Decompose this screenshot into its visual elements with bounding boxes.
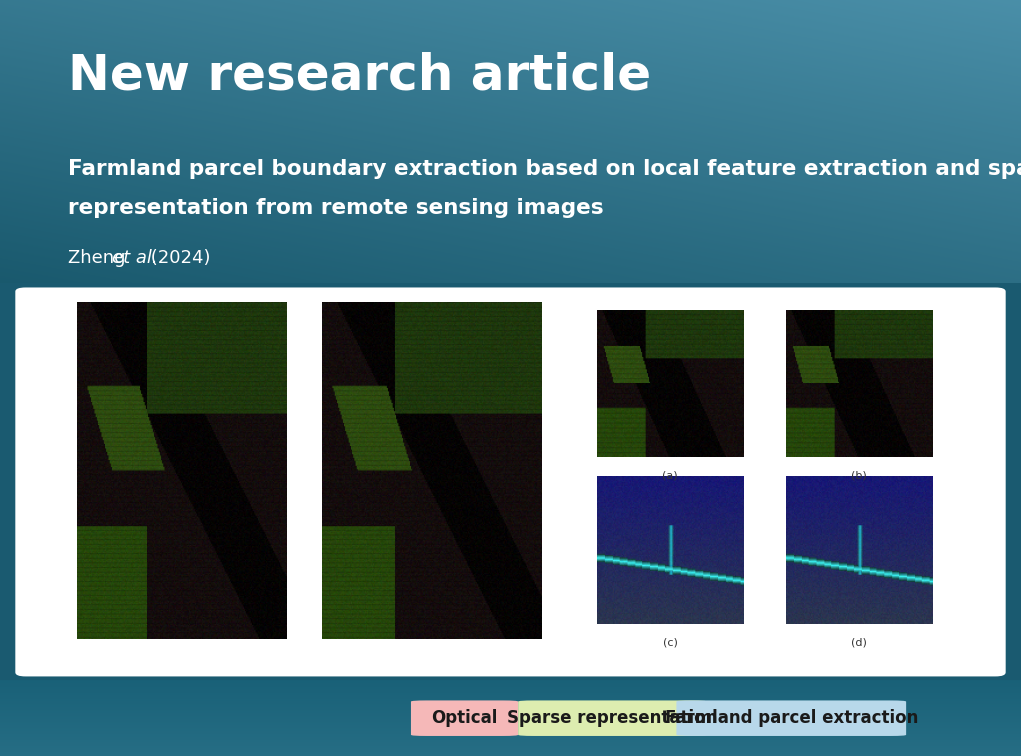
Text: Sparse representation: Sparse representation: [507, 709, 718, 727]
Text: (d): (d): [852, 637, 867, 647]
Text: (b): (b): [852, 471, 867, 481]
Text: Zheng: Zheng: [68, 249, 132, 268]
Text: Optical: Optical: [431, 709, 498, 727]
Text: (a): (a): [663, 471, 678, 481]
Text: New research article: New research article: [68, 51, 651, 99]
Text: representation from remote sensing images: representation from remote sensing image…: [68, 199, 604, 218]
Text: Farmland parcel extraction: Farmland parcel extraction: [665, 709, 918, 727]
Text: Farmland parcel boundary extraction based on local feature extraction and sparse: Farmland parcel boundary extraction base…: [68, 159, 1021, 178]
Text: et al.: et al.: [112, 249, 158, 268]
Text: (2024): (2024): [145, 249, 210, 268]
FancyBboxPatch shape: [518, 700, 707, 736]
FancyBboxPatch shape: [410, 700, 519, 736]
Text: (c): (c): [663, 637, 678, 647]
FancyBboxPatch shape: [676, 700, 906, 736]
FancyBboxPatch shape: [15, 287, 1006, 677]
